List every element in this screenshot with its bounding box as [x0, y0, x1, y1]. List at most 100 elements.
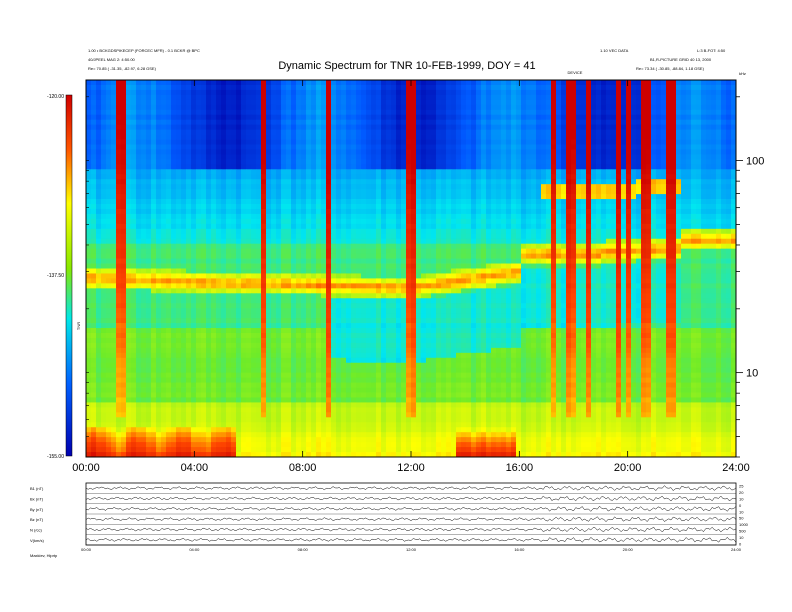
spectrogram-cell	[621, 144, 627, 150]
spectrogram-cell	[426, 164, 432, 170]
spectrogram-cell	[416, 164, 422, 170]
spectrogram-cell	[661, 233, 667, 240]
spectrogram-cell	[716, 248, 722, 255]
spectrogram-cell	[206, 104, 212, 111]
spectrogram-cell	[166, 208, 172, 215]
spectrogram-cell	[156, 248, 162, 255]
colorbar	[65, 94, 73, 457]
spectrogram-cell	[156, 238, 162, 245]
spectrogram-cell	[706, 129, 712, 135]
spectrogram-cell	[296, 223, 302, 230]
spectrogram-cell	[156, 253, 162, 259]
spectrogram-cell	[346, 119, 352, 126]
spectrogram-cell	[501, 243, 507, 250]
spectrogram-cell	[576, 213, 582, 220]
spectrogram-cell	[321, 94, 327, 101]
spectrogram-cell	[381, 253, 387, 259]
spectrogram-cell	[306, 223, 312, 230]
spectrogram-cell	[686, 89, 692, 96]
spectrogram-cell	[291, 184, 297, 190]
spectrogram-cell	[686, 109, 692, 116]
spectrogram-cell	[461, 164, 467, 170]
spectrogram-cell	[321, 258, 327, 264]
spectrogram-cell	[236, 129, 242, 135]
spectrogram-cell	[696, 218, 702, 225]
spectrogram-cell	[581, 204, 587, 210]
spectrogram-cell	[721, 159, 727, 165]
spectrogram-cell	[141, 114, 147, 121]
spectrogram-cell	[276, 119, 282, 126]
spectrogram-cell	[546, 149, 552, 155]
spectrogram-cell	[206, 99, 212, 106]
spectrogram-cell	[591, 114, 597, 121]
spectrogram-cell	[86, 119, 92, 126]
spectrogram-cell	[661, 159, 667, 165]
spectrogram-cell	[101, 228, 107, 235]
spectrogram-cell	[646, 174, 652, 180]
spectrogram-cell	[276, 263, 282, 269]
spectrogram-cell	[376, 213, 382, 220]
spectrogram-cell	[451, 149, 457, 155]
spectrogram-cell	[276, 134, 282, 140]
spectrogram-cell	[466, 129, 472, 135]
spectrogram-cell	[301, 189, 307, 195]
spectrogram-cell	[561, 89, 567, 96]
spectrogram-cell	[726, 80, 732, 86]
spectrogram-cell	[451, 129, 457, 135]
spectrogram-cell	[511, 258, 517, 264]
spectrogram-cell	[236, 104, 242, 111]
spectrogram-cell	[366, 89, 372, 96]
spectrogram-cell	[291, 228, 297, 235]
spectrogram-cell	[111, 223, 117, 230]
spectrogram-cell	[381, 114, 387, 121]
spectrogram-cell	[656, 129, 662, 135]
spectrogram-cell	[576, 253, 582, 259]
spectrogram-cell	[281, 208, 287, 215]
spectrogram-cell	[446, 154, 452, 160]
spectrogram-cell	[651, 124, 657, 130]
spectrogram-cell	[391, 184, 397, 190]
spectrogram-cell	[681, 114, 687, 121]
spectrogram-cell	[511, 174, 517, 180]
spectrogram-cell	[86, 204, 92, 210]
spectrogram-cell	[486, 139, 492, 145]
spectrogram-cell	[176, 179, 182, 185]
spectrogram-cell	[456, 94, 462, 101]
spectrogram-cell	[96, 208, 102, 215]
spectrogram-cell	[631, 154, 637, 160]
spectrogram-cell	[631, 238, 637, 245]
spectrogram-cell	[256, 228, 262, 235]
spectrogram-cell	[206, 268, 212, 274]
spectrogram-cell	[411, 109, 417, 116]
spectrogram-cell	[91, 154, 97, 160]
spectrogram-cell	[311, 114, 317, 121]
spectrogram-cell	[211, 129, 217, 135]
spectrogram-cell	[726, 189, 732, 195]
spectrogram-cell	[616, 159, 622, 165]
spectrogram-cell	[201, 159, 207, 165]
spectrogram-cell	[261, 258, 267, 264]
spectrogram-cell	[606, 194, 612, 200]
spectrogram-cell	[656, 124, 662, 130]
spectrogram-cell	[561, 104, 567, 111]
spectrogram-cell	[696, 144, 702, 150]
spectrogram-cell	[111, 228, 117, 235]
spectrogram-cell	[176, 213, 182, 220]
spectrogram-cell	[96, 223, 102, 230]
spectrogram-cell	[226, 194, 232, 200]
spectrogram-cell	[146, 149, 152, 155]
spectrogram-cell	[551, 109, 557, 116]
spectrogram-cell	[276, 228, 282, 235]
spectrogram-cell	[351, 243, 357, 250]
spectrogram-cell	[371, 208, 377, 215]
spectrogram-cell	[366, 233, 372, 240]
spectrogram-cell	[311, 174, 317, 180]
spectrogram-cell	[401, 114, 407, 121]
spectrogram-cell	[616, 94, 622, 101]
spectrogram-cell	[216, 213, 222, 220]
spectrogram-cell	[451, 243, 457, 250]
spectrogram-cell	[426, 253, 432, 259]
spectrogram-cell	[286, 253, 292, 259]
spectrogram-cell	[286, 149, 292, 155]
spectrogram-cell	[501, 253, 507, 259]
